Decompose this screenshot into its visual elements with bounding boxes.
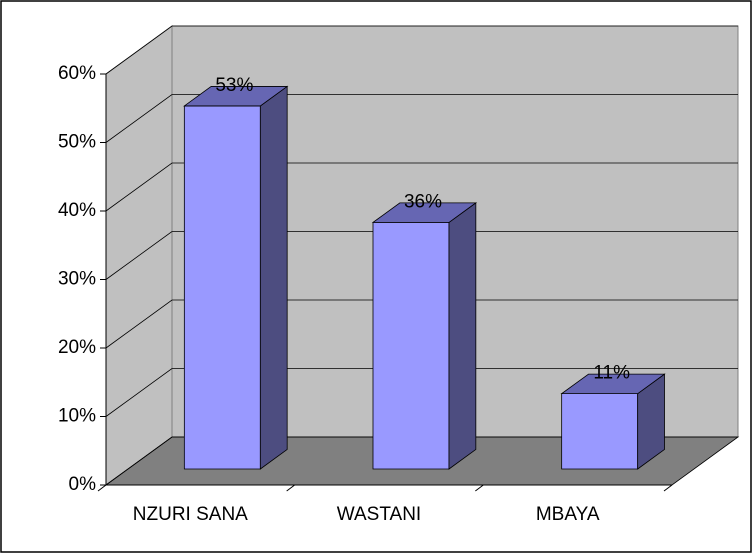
grid-line (105, 162, 738, 212)
y-tick-label: 60% (58, 63, 96, 84)
x-tick-label: NZURI SANA (133, 504, 248, 525)
bar (371, 202, 478, 470)
y-tick-label: 20% (58, 337, 96, 358)
bar-side (259, 85, 288, 470)
x-tick (663, 484, 673, 492)
y-tick-label: 10% (58, 406, 96, 427)
x-tick (475, 484, 484, 492)
grid-line (105, 436, 738, 486)
bar (183, 85, 289, 470)
value-label: 36% (404, 191, 442, 212)
value-label: 53% (215, 75, 253, 96)
y-tick-label: 50% (58, 132, 96, 153)
bar-top (560, 373, 666, 395)
grid-line (105, 368, 738, 417)
y-tick-label: 30% (58, 269, 96, 290)
grid-line (105, 299, 738, 349)
bar-side (448, 202, 477, 470)
y-tick-label: 40% (58, 200, 96, 221)
x-tick (97, 484, 107, 492)
y-tick-label: 0% (69, 474, 97, 495)
bar-front (372, 221, 450, 470)
value-label: 11% (593, 363, 630, 384)
grid-line (105, 94, 738, 143)
bar-top (183, 86, 289, 107)
bar (560, 373, 666, 470)
x-tick (286, 484, 295, 492)
x-tick-label: MBAYA (536, 504, 600, 525)
bar-front (561, 393, 639, 470)
bar-front (183, 105, 261, 470)
x-tick-label: WASTANI (337, 504, 421, 525)
grid-line (105, 25, 738, 75)
bar-top (371, 202, 478, 223)
grid-line (105, 231, 738, 280)
